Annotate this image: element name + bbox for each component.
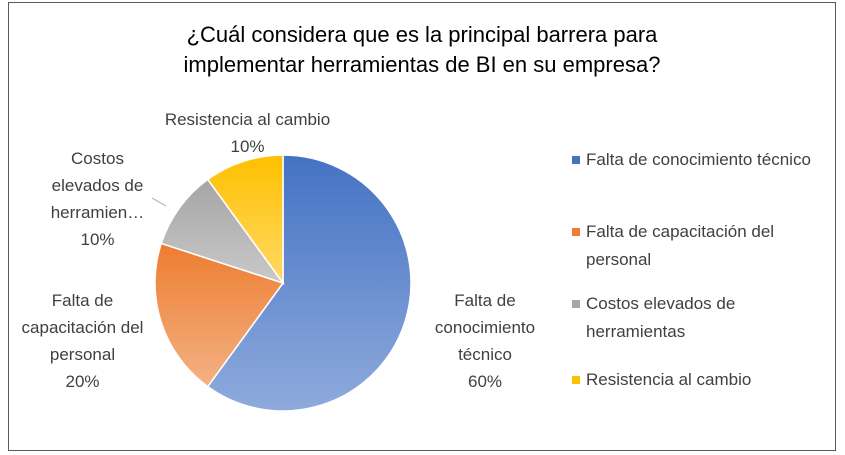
data-label-value: 20% <box>65 372 100 391</box>
legend-label: Falta de conocimiento técnico <box>586 150 811 169</box>
legend-item: Falta de conocimiento técnico <box>572 146 827 174</box>
legend-item: Resistencia al cambio <box>572 366 827 394</box>
legend-label: Resistencia al cambio <box>586 370 752 389</box>
legend-item: Falta de capacitación del personal <box>572 218 827 274</box>
chart-title: ¿Cuál considera que es la principal barr… <box>183 22 661 77</box>
legend-swatch <box>572 300 580 308</box>
data-label-name: Falta de capacitación del personal <box>21 291 144 364</box>
pie-slice <box>206 154 284 286</box>
data-label: Falta de conocimiento técnico 60% <box>425 287 545 395</box>
data-label-name: Costos elevados de herramien… <box>50 149 145 222</box>
legend-swatch <box>572 376 580 384</box>
pie-slice <box>160 178 285 285</box>
data-label: Costos elevados de herramien… 10% <box>40 145 155 253</box>
chart-frame <box>8 2 836 451</box>
legend-label: Costos elevados de herramientas <box>586 294 736 341</box>
leader-line <box>151 197 167 207</box>
data-label-name: Falta de conocimiento técnico <box>434 291 536 364</box>
pie-slice <box>154 242 285 388</box>
data-label: Falta de capacitación del personal 20% <box>20 287 145 395</box>
data-label-value: 10% <box>230 137 265 156</box>
legend-swatch <box>572 228 580 236</box>
data-label: Resistencia al cambio 10% <box>150 106 345 160</box>
data-label-name: Resistencia al cambio <box>164 110 331 129</box>
data-label-value: 10% <box>80 230 115 249</box>
pie-slice <box>206 154 412 412</box>
legend-item: Costos elevados de herramientas <box>572 290 827 346</box>
legend-swatch <box>572 156 580 164</box>
data-label-value: 60% <box>467 372 503 391</box>
legend-label: Falta de capacitación del personal <box>586 222 775 269</box>
